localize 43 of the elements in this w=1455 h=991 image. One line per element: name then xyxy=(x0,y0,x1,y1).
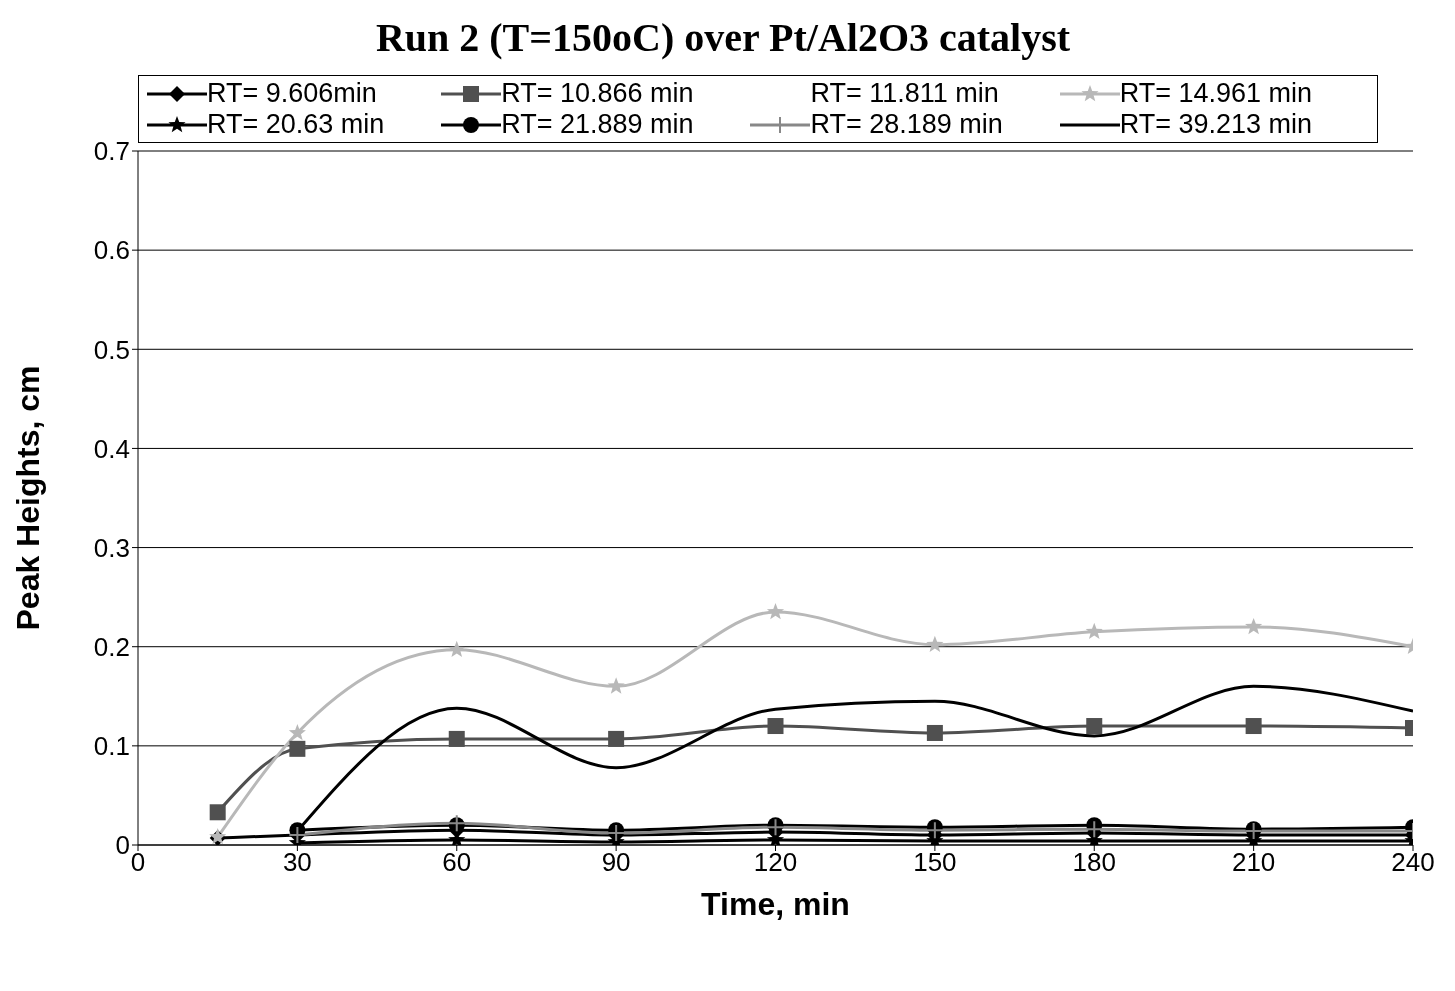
point xyxy=(1085,820,1104,839)
point xyxy=(448,730,465,747)
point xyxy=(608,730,625,747)
chart-title: Run 2 (T=150oC) over Pt/Al2O3 catalyst xyxy=(374,14,1072,61)
point xyxy=(767,718,784,735)
point xyxy=(288,723,306,741)
legend-label: RT= 20.63 min xyxy=(207,109,385,140)
point xyxy=(766,603,785,620)
y-tick-label: 0.3 xyxy=(93,532,130,563)
point xyxy=(448,640,466,657)
point xyxy=(925,821,944,840)
legend-label: RT= 28.189 min xyxy=(810,109,1003,140)
point xyxy=(1085,622,1103,640)
y-tick-label: 0.4 xyxy=(93,433,130,464)
y-axis-title: Peak Heights, cm xyxy=(10,365,47,631)
point xyxy=(1245,617,1263,635)
x-tick-label: 30 xyxy=(282,847,312,878)
y-tick-label: 0.1 xyxy=(93,731,130,762)
y-tick-label: 0.7 xyxy=(93,136,130,167)
x-tick-label: 240 xyxy=(1391,847,1435,878)
point xyxy=(1086,718,1103,735)
legend-label: RT= 9.606min xyxy=(207,78,377,109)
x-tick-label: 60 xyxy=(442,847,472,878)
y-tick-label: 0.5 xyxy=(93,334,130,365)
x-tick-label: 210 xyxy=(1231,847,1276,878)
point xyxy=(289,740,306,757)
x-axis-title: Time, min xyxy=(701,886,850,922)
point xyxy=(926,724,943,741)
text: RT= 11.811 min xyxy=(810,78,999,109)
x-tick-label: 180 xyxy=(1072,847,1116,878)
x-tick-label: 90 xyxy=(601,847,631,878)
legend-label: RT= 10.866 min xyxy=(501,78,694,109)
y-tick-label: 0.2 xyxy=(93,631,130,662)
legend-label: RT= 21.889 min xyxy=(501,109,694,140)
point xyxy=(926,635,944,653)
x-tick-label: 150 xyxy=(913,847,957,878)
legend-label: RT= 39.213 min xyxy=(1119,109,1313,140)
x-tick-label: 120 xyxy=(753,847,798,878)
point xyxy=(209,804,226,821)
point xyxy=(1245,718,1262,735)
y-tick-label: 0.6 xyxy=(93,235,130,266)
point xyxy=(607,677,625,694)
legend-label: RT= 14.961 min xyxy=(1119,78,1313,109)
